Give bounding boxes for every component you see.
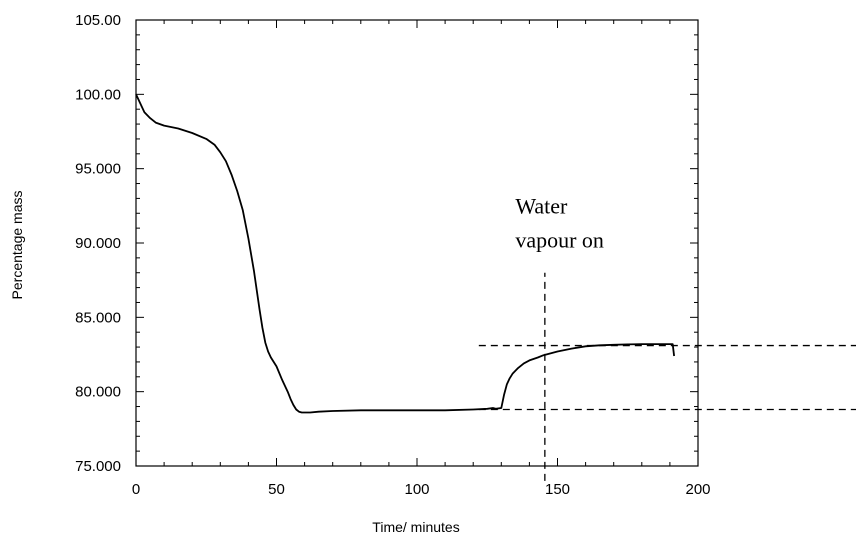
x-tick-label: 200: [685, 481, 710, 498]
y-tick-label: 80.000: [75, 384, 121, 401]
y-tick-label: 95.000: [75, 161, 121, 178]
plot-area: [135, 19, 699, 467]
x-axis: 0 50 100 150 200: [132, 20, 711, 498]
y-axis: 75.000 80.000 85.000 90.000 95.000 100.00 105.…: [75, 12, 698, 475]
series-line: [135, 93, 675, 414]
plot-frame: [135, 19, 699, 467]
y-tick-label: 105.00: [75, 12, 121, 29]
x-tick-label: 150: [545, 481, 570, 498]
x-tick-label: 0: [132, 481, 140, 498]
y-tick-label: 75.000: [75, 458, 121, 475]
reference-lines: [478, 272, 856, 481]
x-axis-label: Time/ minutes: [372, 519, 459, 535]
annotation-line-1: Water: [515, 193, 568, 218]
data-series: [135, 93, 675, 414]
y-axis-label: Percentage mass: [9, 191, 25, 300]
x-tick-label: 100: [404, 481, 429, 498]
y-tick-label: 90.000: [75, 235, 121, 252]
x-tick-label: 50: [268, 481, 285, 498]
y-tick-label: 100.00: [75, 86, 121, 103]
y-tick-label: 85.000: [75, 309, 121, 326]
annotation-line-2: vapour on: [515, 227, 604, 252]
annotation: Water vapour on: [515, 193, 604, 252]
